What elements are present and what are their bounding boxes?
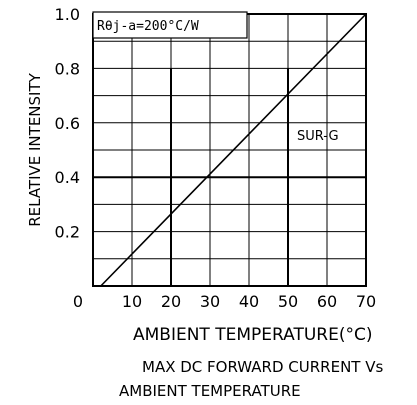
x-tick-label: 0 (73, 292, 83, 311)
x-tick-label: 70 (356, 292, 376, 311)
x-tick-label: 50 (278, 292, 298, 311)
y-tick-label: 0.2 (55, 223, 80, 242)
y-tick-label: 1.0 (55, 5, 80, 24)
grid-lines (93, 14, 366, 286)
y-axis-label: RELATIVE INTENSITY (26, 72, 44, 226)
series-label: SUR-G (297, 129, 339, 144)
condition-label-box (92, 11, 248, 39)
x-tick-label: 10 (122, 292, 142, 311)
reference-lines (93, 68, 366, 286)
series-layer (100, 13, 367, 287)
chart-title-line-2: AMBIENT TEMPERATURE (119, 382, 301, 400)
x-tick-label: 60 (317, 292, 337, 311)
y-tick-labels: 0.2 0.4 0.6 0.8 1.0 (55, 5, 80, 242)
x-tick-labels: 0 10 20 30 40 50 60 70 (73, 292, 376, 311)
y-tick-label: 0.4 (55, 168, 80, 187)
x-tick-label: 40 (239, 292, 259, 311)
x-axis-label: AMBIENT TEMPERATURE(°C) (133, 325, 372, 345)
series-line (100, 13, 367, 287)
y-tick-label: 0.6 (55, 114, 80, 133)
chart-title-line-1: MAX DC FORWARD CURRENT Vs (142, 358, 383, 376)
x-tick-label: 30 (200, 292, 220, 311)
y-tick-label: 0.8 (55, 59, 80, 78)
x-tick-label: 20 (161, 292, 181, 311)
condition-label: Rθj-a=200°C/W (97, 19, 199, 34)
